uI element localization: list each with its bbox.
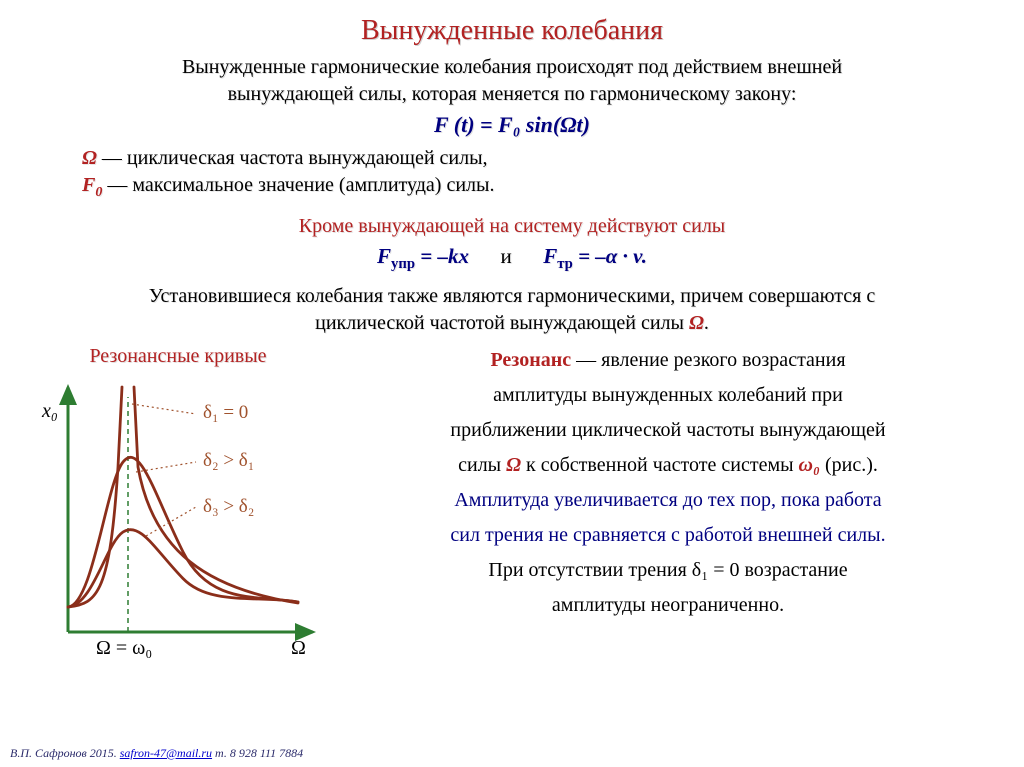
f0-def: — максимальное значение (амплитуда) силы… [102,174,494,196]
chart-title: Резонансные кривые [28,343,328,370]
intro-line-1: Вынужденные гармонические колебания прои… [182,56,842,78]
chart-column: Резонансные кривые x₀ Ω Ω = ω₀ δ₁ = 0 δ₂ > δ… [28,343,328,680]
svg-text:Ω: Ω [291,637,306,659]
f-tr: Fтр [543,244,573,268]
page-title: Вынужденные колебания [28,12,996,50]
footer-email-link[interactable]: safron-47@mail.ru [120,746,212,760]
svg-text:δ₃ > δ₂: δ₃ > δ₂ [203,496,254,517]
omega-def: — циклическая частота вынуждающей силы, [97,147,488,169]
f0-symbol: F0 [82,174,102,196]
omega-symbol: Ω [82,147,97,169]
svg-text:δ₂ > δ₁: δ₂ > δ₁ [203,450,254,471]
svg-text:δ₁ = 0: δ₁ = 0 [203,402,248,423]
svg-text:x₀: x₀ [41,400,58,422]
intro-text: Вынужденные гармонические колебания прои… [28,54,996,108]
steady-state-text: Установившиеся колебания также являются … [28,283,996,337]
sub-heading: Кроме вынуждающей на систему действуют с… [28,213,996,240]
f-upr: Fупр [377,244,415,268]
resonance-text: Резонанс — явление резкого возрастания а… [346,343,996,680]
svg-text:Ω = ω₀: Ω = ω₀ [96,637,152,659]
main-formula: F (t) = F₀ sin(Ωt) [28,110,996,140]
symbol-definitions: Ω — циклическая частота вынуждающей силы… [82,145,996,203]
intro-line-2: вынуждающей силы, которая меняется по га… [228,83,797,105]
force-equations: Fупр = –kx и Fтр = –α · v. [28,242,996,275]
footer: В.П. Сафронов 2015. safron-47@mail.ru т.… [10,745,303,761]
resonance-chart: x₀ Ω Ω = ω₀ δ₁ = 0 δ₂ > δ₁ δ₃ > δ₂ [28,372,328,672]
resonance-word: Резонанс [490,349,571,371]
